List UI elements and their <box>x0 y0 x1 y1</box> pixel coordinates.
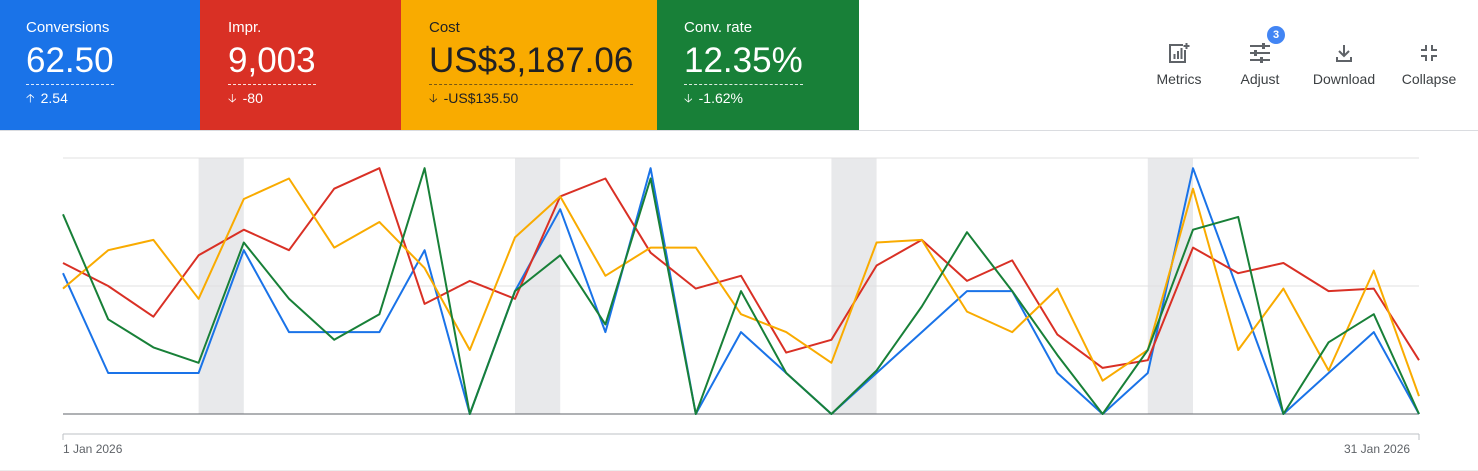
scorecard-label: Conv. rate <box>684 19 753 36</box>
scorecard-cost[interactable]: Cost US$3,187.06 🡣 -US$135.50 <box>401 0 657 130</box>
download-label: Download <box>1312 71 1376 87</box>
arrow-up-icon: 🡡 <box>26 91 35 105</box>
collapse-label: Collapse <box>1401 71 1457 87</box>
scorecard-impressions[interactable]: Impr. 9,003 🡣 -80 <box>200 0 401 130</box>
adjust-label: Adjust <box>1240 71 1280 87</box>
arrow-down-icon: 🡣 <box>228 91 237 105</box>
adjust-count-badge: 3 <box>1267 26 1285 44</box>
scorecard-delta: 🡣 -1.62% <box>684 90 859 106</box>
tune-icon <box>1236 40 1284 66</box>
series-line-2 <box>62 177 1420 397</box>
series-line-1 <box>62 167 1420 369</box>
scorecard-delta-value: -80 <box>242 90 263 106</box>
scorecard-value: US$3,187.06 <box>429 41 634 85</box>
scorecard-conv-rate[interactable]: Conv. rate 12.35% 🡣 -1.62% <box>657 0 859 130</box>
performance-chart[interactable]: 1 Jan 2026 31 Jan 2026 <box>0 131 1478 471</box>
metrics-icon <box>1152 40 1206 66</box>
scorecard-label: Cost <box>429 19 460 36</box>
collapse-icon <box>1399 40 1459 66</box>
download-button[interactable]: Download <box>1311 40 1377 87</box>
scorecard-conversions[interactable]: Conversions 62.50 🡡 2.54 <box>0 0 200 130</box>
collapse-button[interactable]: Collapse <box>1399 40 1459 87</box>
arrow-down-icon: 🡣 <box>684 91 693 105</box>
x-axis-end-label: 31 Jan 2026 <box>1344 442 1411 456</box>
metrics-label: Metrics <box>1156 71 1202 87</box>
scorecard-delta-value: -1.62% <box>698 90 743 106</box>
x-axis-start-label: 1 Jan 2026 <box>63 442 123 456</box>
scorecard-label: Conversions <box>26 19 110 36</box>
series-line-0 <box>62 167 1420 415</box>
download-icon <box>1311 40 1377 66</box>
scorecard-value: 9,003 <box>228 41 316 85</box>
scorecard-delta: 🡡 2.54 <box>26 90 200 106</box>
line-chart[interactable] <box>0 131 1478 471</box>
scorecard-delta: 🡣 -80 <box>228 90 401 106</box>
scorecard-value: 12.35% <box>684 41 803 85</box>
adjust-button[interactable]: 3 Adjust <box>1236 26 1285 87</box>
metrics-button[interactable]: Metrics <box>1152 40 1206 87</box>
series-line-3 <box>62 167 1420 415</box>
scorecard-delta-value: 2.54 <box>40 90 68 106</box>
scorecard-bar: Conversions 62.50 🡡 2.54 Impr. 9,003 🡣 -… <box>0 0 1478 131</box>
scorecard-value: 62.50 <box>26 41 114 85</box>
scorecard-delta: 🡣 -US$135.50 <box>429 90 657 106</box>
scorecard-label: Impr. <box>228 19 262 36</box>
arrow-down-icon: 🡣 <box>429 91 438 105</box>
scorecard-delta-value: -US$135.50 <box>443 90 519 106</box>
